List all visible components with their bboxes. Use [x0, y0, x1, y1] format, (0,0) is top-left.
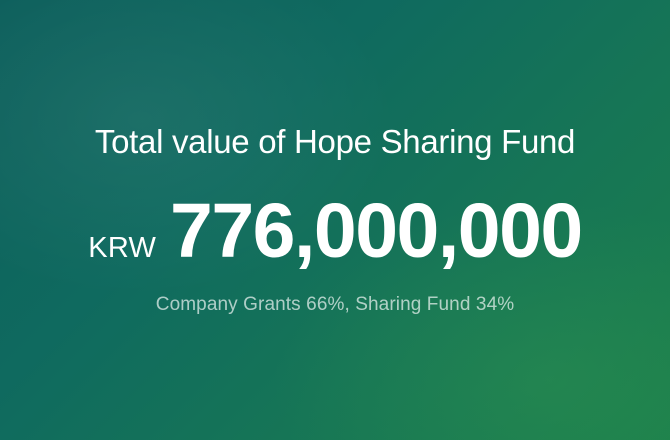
fund-amount-row: KRW 776,000,000: [0, 186, 670, 276]
fund-breakdown-text: Company Grants 66%, Sharing Fund 34%: [155, 294, 515, 315]
banner-title: Total value of Hope Sharing Fund: [94, 123, 576, 160]
fund-total-amount: 776,000,000: [170, 188, 583, 274]
currency-label: KRW: [88, 232, 157, 264]
